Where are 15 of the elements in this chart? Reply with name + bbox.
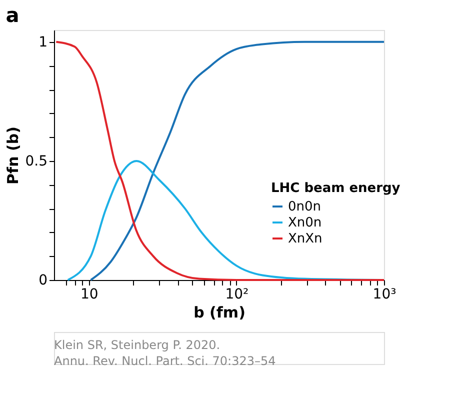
y-axis-title: Pfn (b) — [4, 126, 22, 184]
chart-title: a — [6, 3, 20, 27]
legend-label: 0n0n — [288, 200, 322, 214]
text: Annu. Rev. Nucl. Part. Sci. 70:323–54 — [54, 354, 276, 368]
y-tick-label: 0.5 — [25, 153, 48, 170]
y-tick-label: 0 — [38, 272, 48, 288]
x-tick-label: 10³ — [372, 286, 396, 302]
x-tick-label: 10 — [80, 286, 98, 302]
text: Klein SR, Steinberg P. 2020. — [54, 338, 220, 352]
legend-label: Xn0n — [288, 216, 322, 230]
y-tick-label: 1 — [38, 34, 48, 50]
x-tick-label: 10² — [225, 286, 249, 302]
x-axis-title: b (fm) — [194, 304, 246, 322]
legend-label: XnXn — [288, 232, 322, 246]
legend-title: LHC beam energy — [271, 181, 401, 196]
